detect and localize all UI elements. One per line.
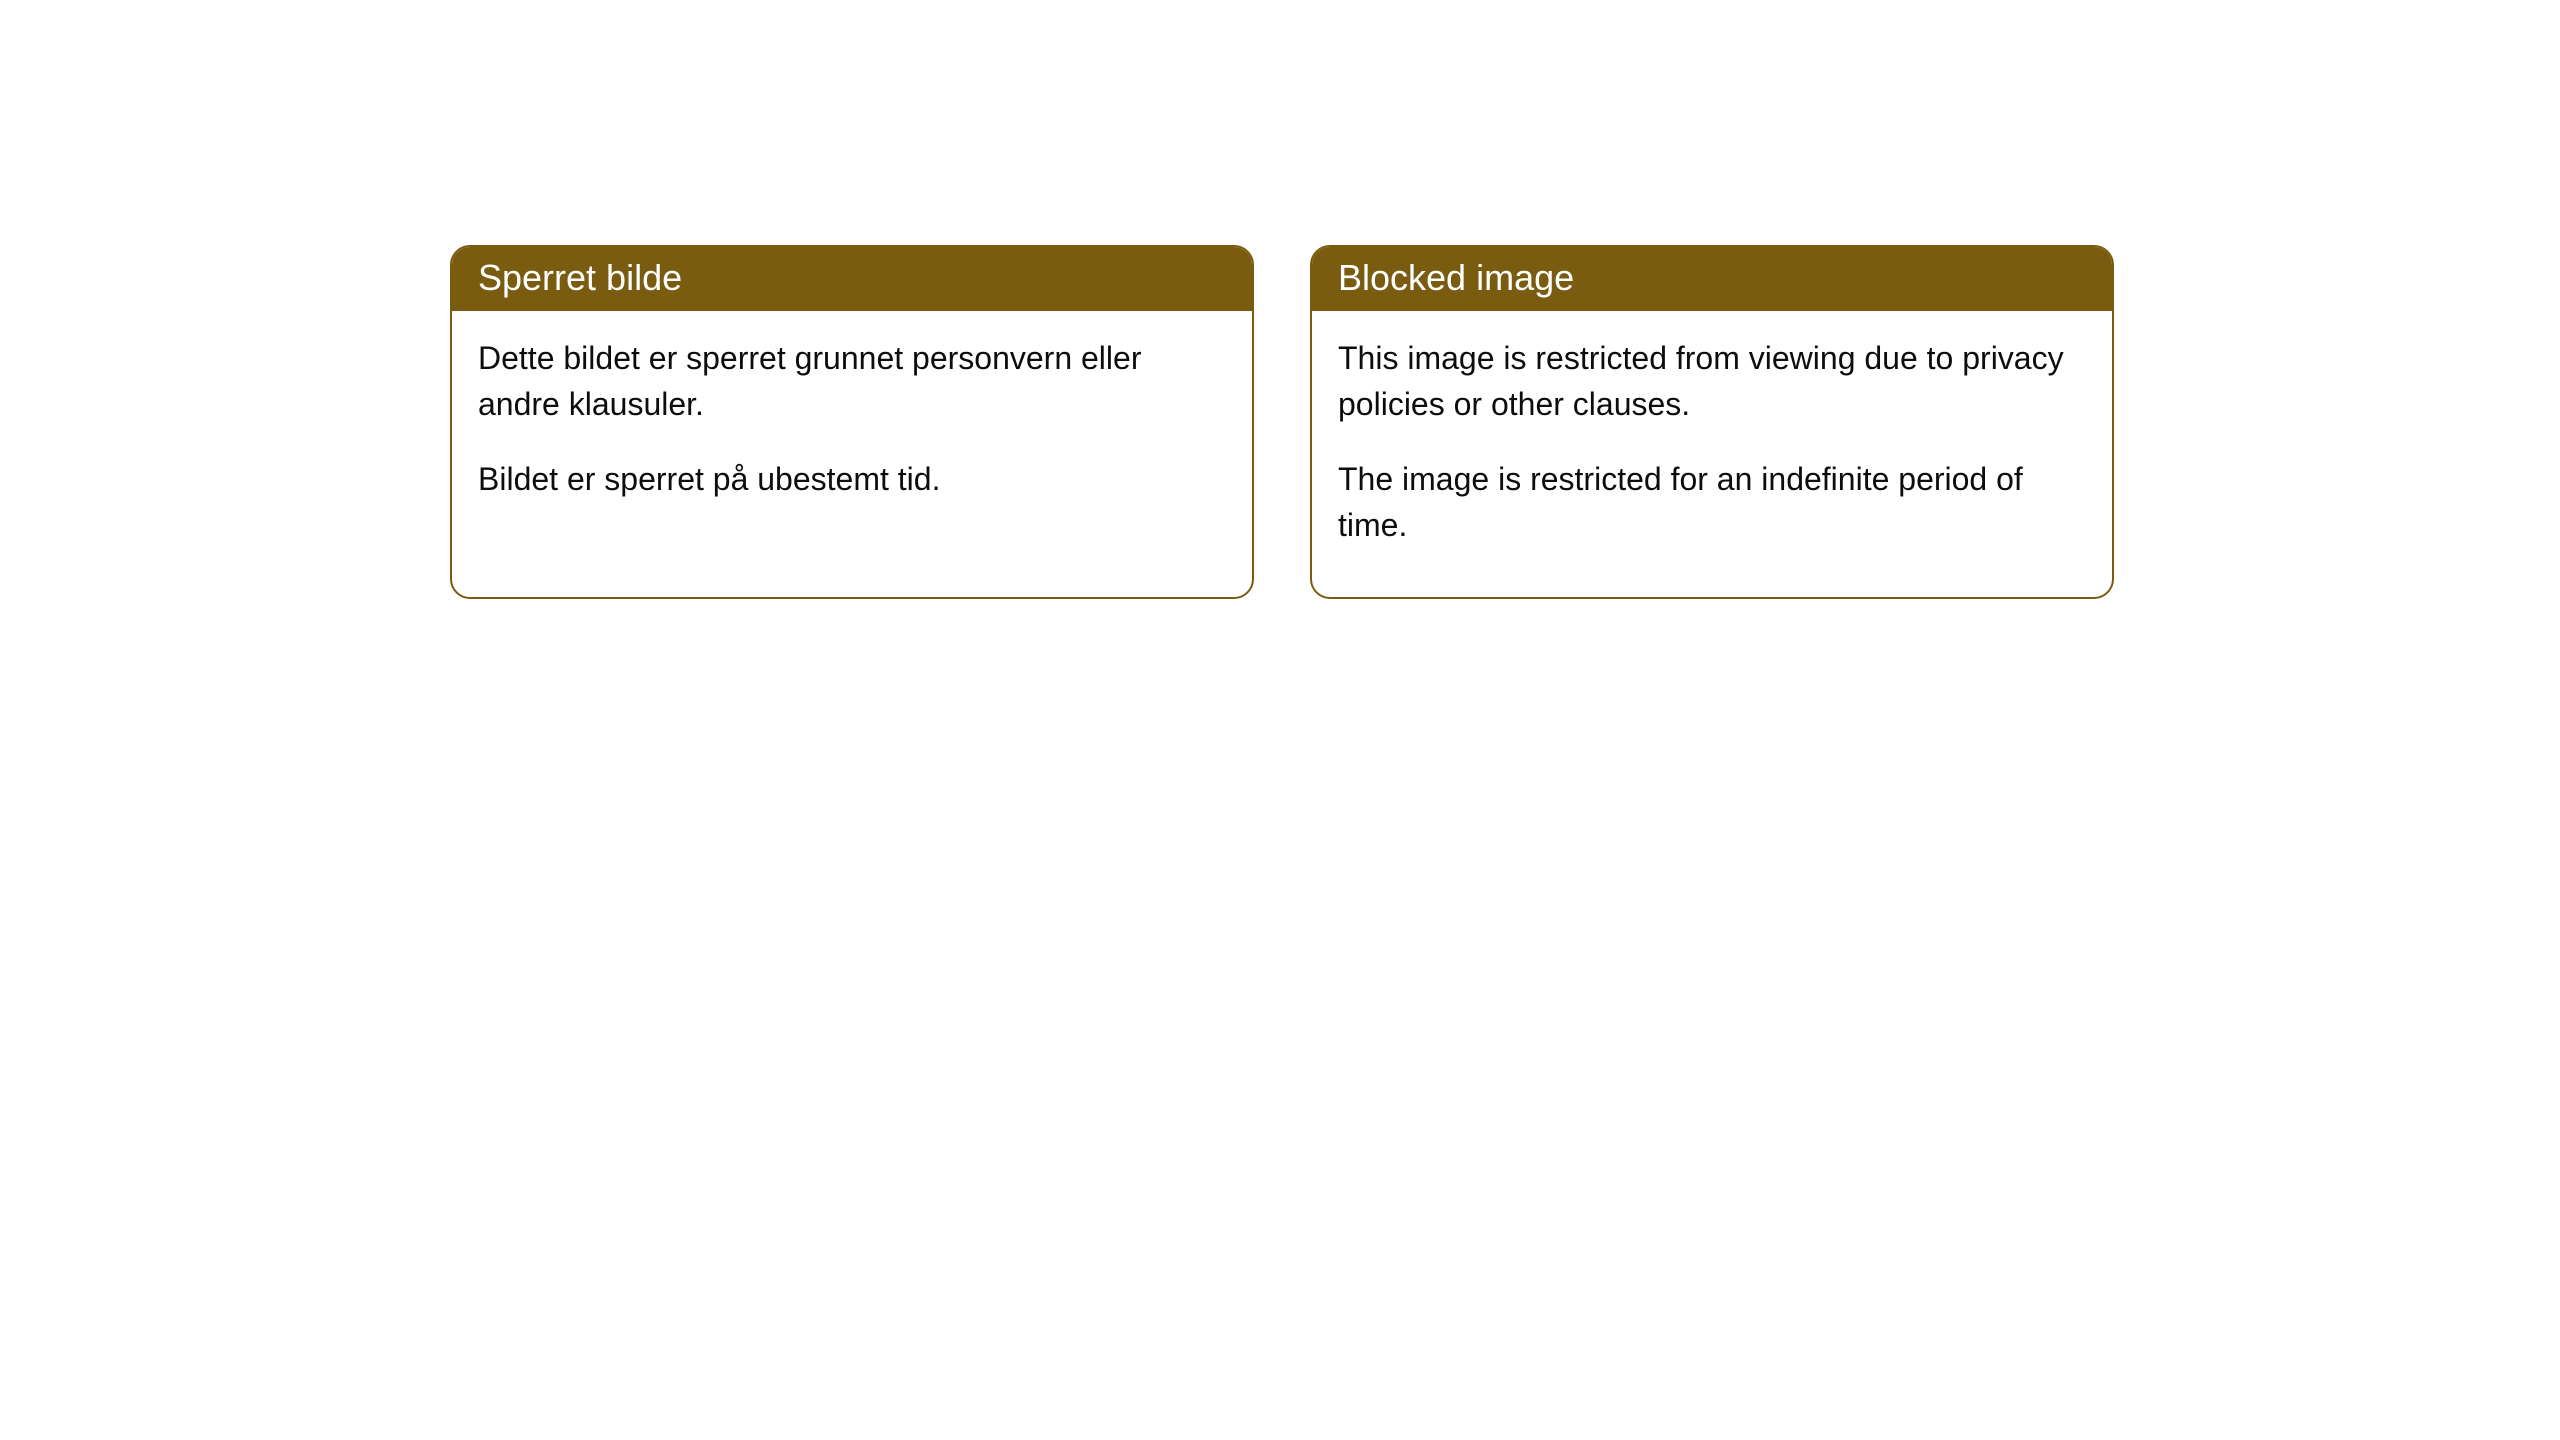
card-title: Blocked image [1338, 257, 1574, 298]
card-paragraph-2: Bildet er sperret på ubestemt tid. [478, 456, 1226, 502]
blocked-image-card-norwegian: Sperret bilde Dette bildet er sperret gr… [450, 245, 1254, 599]
card-paragraph-2: The image is restricted for an indefinit… [1338, 456, 2086, 549]
card-header-english: Blocked image [1312, 247, 2112, 311]
card-header-norwegian: Sperret bilde [452, 247, 1252, 311]
card-body-english: This image is restricted from viewing du… [1312, 311, 2112, 597]
card-paragraph-1: This image is restricted from viewing du… [1338, 335, 2086, 428]
blocked-image-card-english: Blocked image This image is restricted f… [1310, 245, 2114, 599]
card-body-norwegian: Dette bildet er sperret grunnet personve… [452, 311, 1252, 550]
card-paragraph-1: Dette bildet er sperret grunnet personve… [478, 335, 1226, 428]
notice-cards-container: Sperret bilde Dette bildet er sperret gr… [450, 245, 2114, 599]
card-title: Sperret bilde [478, 257, 682, 298]
